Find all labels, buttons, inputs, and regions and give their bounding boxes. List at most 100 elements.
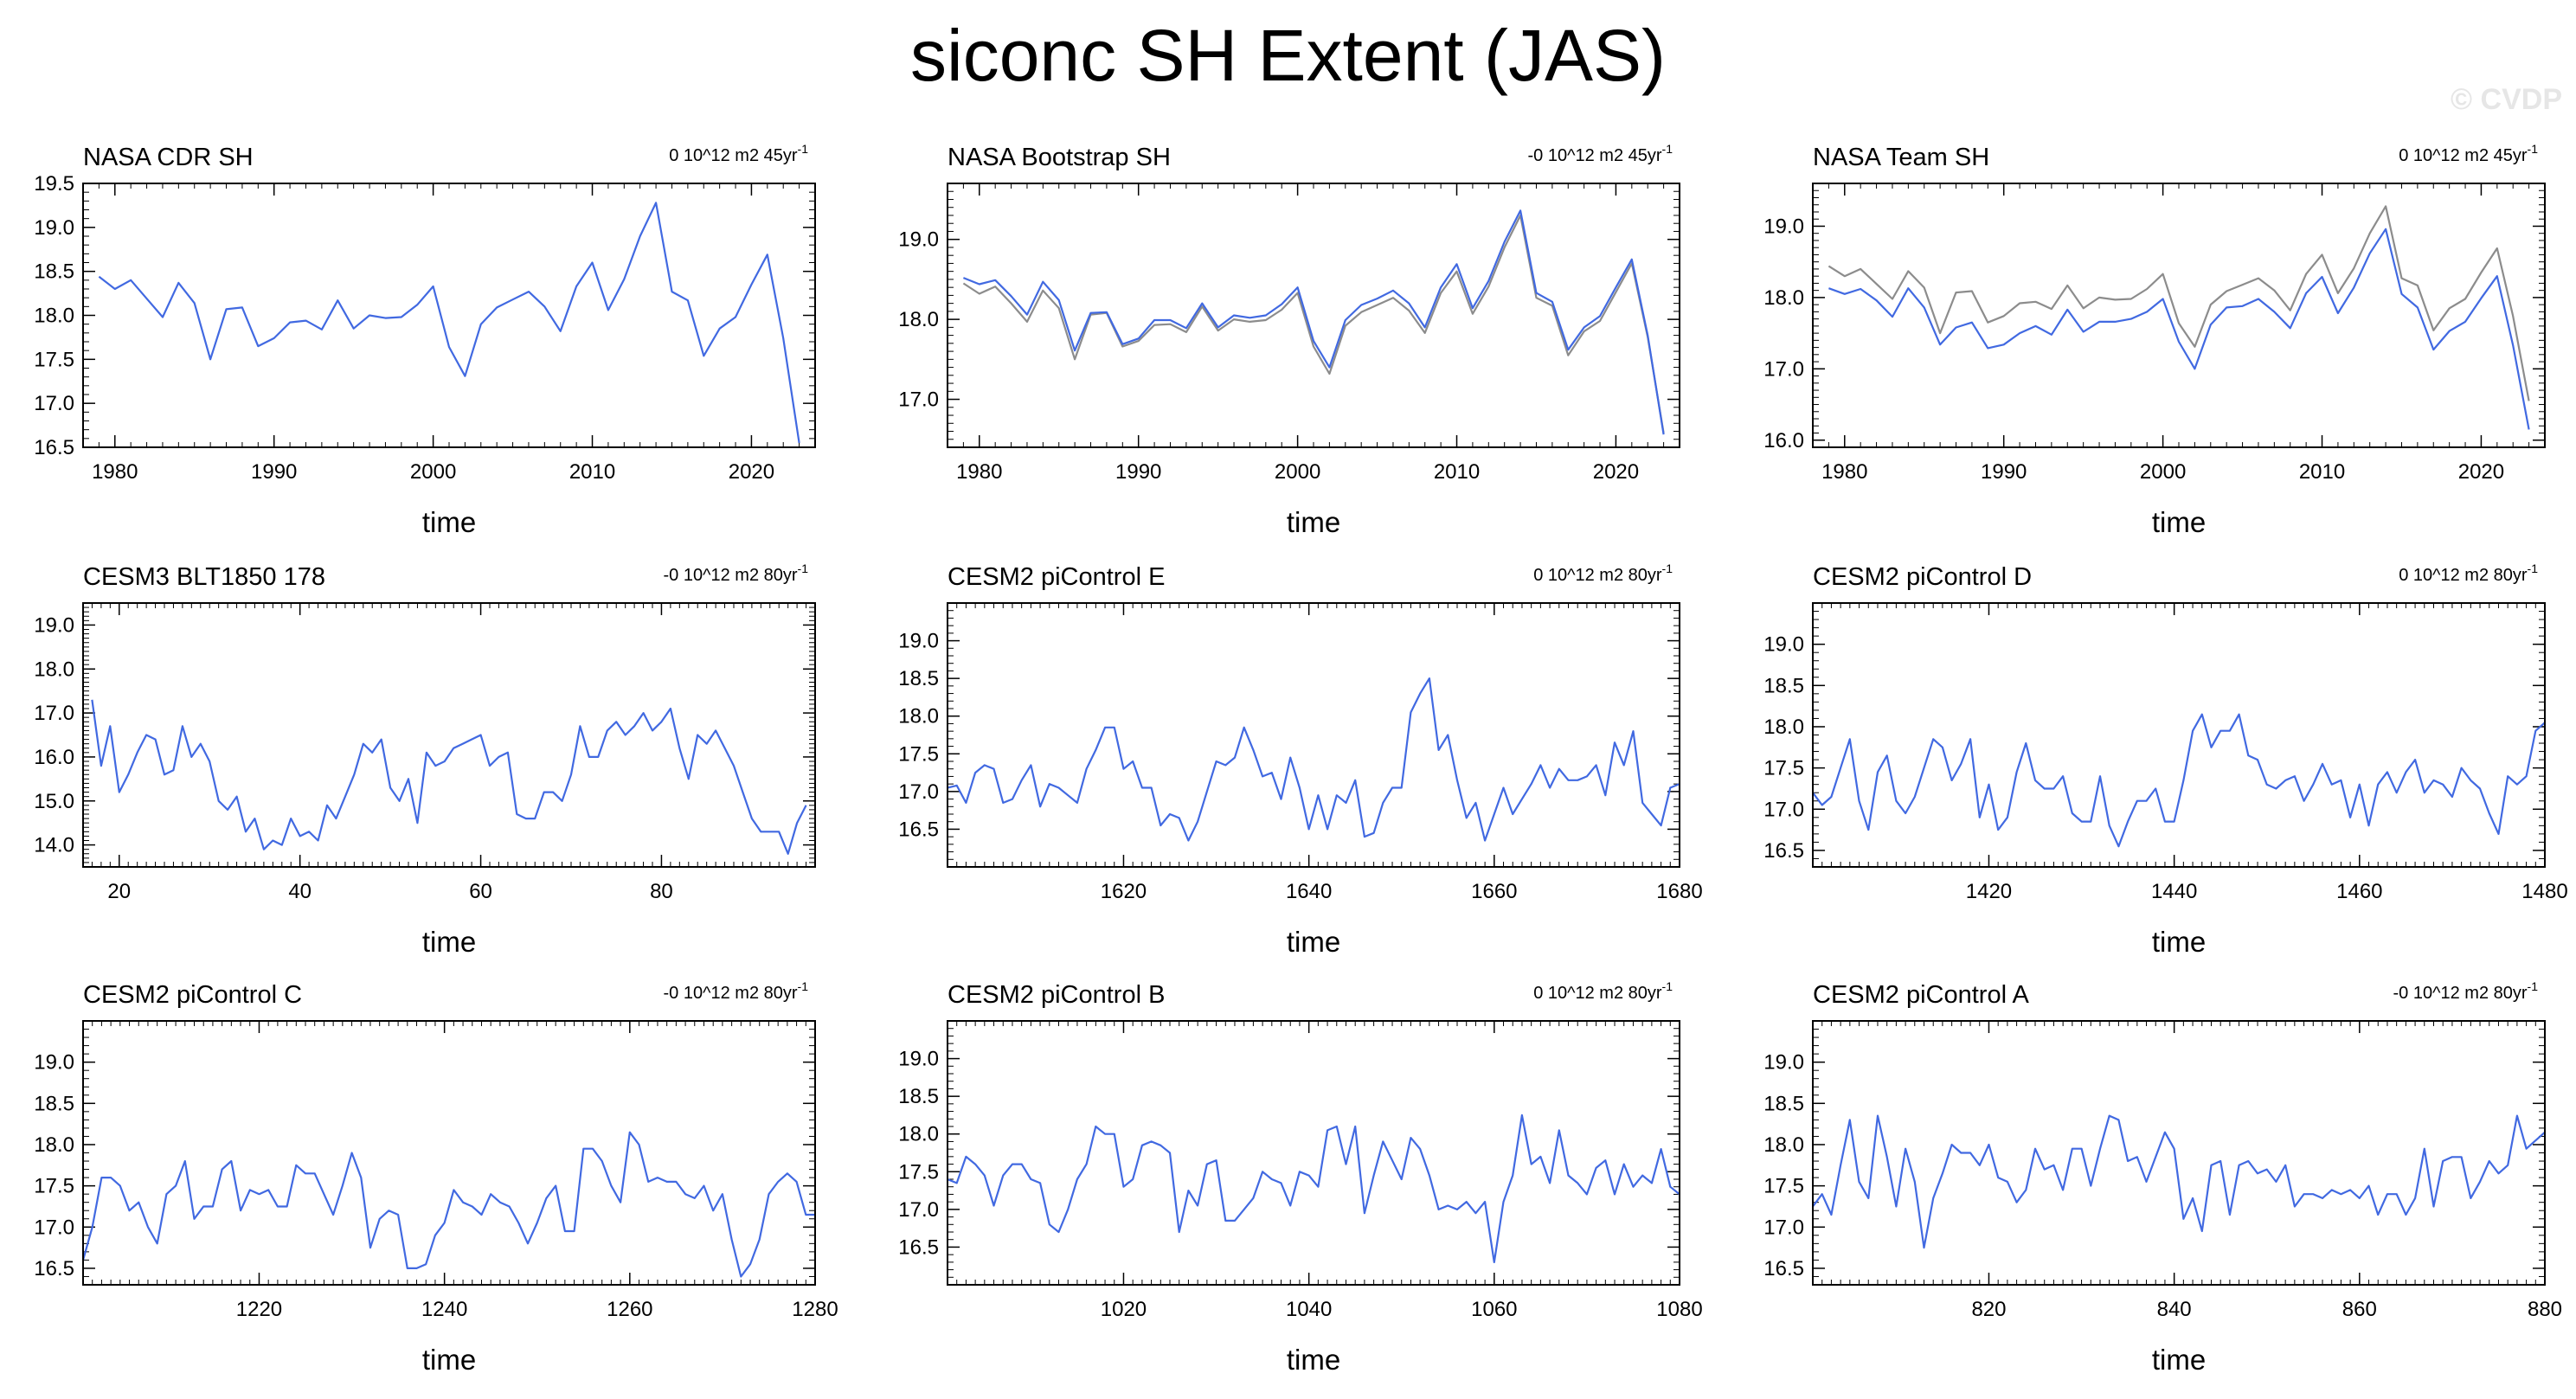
x-tick-label: 2020 [2458, 460, 2504, 484]
plot-frame [947, 1020, 1680, 1286]
x-tick-label: 1460 [2336, 880, 2382, 903]
plot-title: CESM2 piControl D [1813, 563, 2032, 591]
x-axis-label: time [422, 1344, 476, 1376]
y-tick-label: 18.5 [34, 260, 74, 284]
plot-note: 0 10^12 m2 45yr-1 [2399, 142, 2538, 165]
y-tick-label: 17.0 [898, 388, 939, 412]
plot-note: -0 10^12 m2 80yr-1 [664, 562, 809, 585]
y-tick-label: 17.0 [34, 392, 74, 415]
y-tick-label: 18.5 [898, 1085, 939, 1108]
x-tick-label: 1420 [1966, 880, 2012, 903]
series-line [1813, 713, 2545, 848]
y-tick-label: 19.0 [34, 1051, 74, 1075]
plot-title: CESM2 piControl A [1813, 981, 2029, 1009]
x-tick-label: 60 [469, 880, 492, 903]
page-title: siconc SH Extent (JAS) [910, 15, 1666, 96]
y-tick-label: 16.5 [1763, 839, 1804, 863]
plot-title: NASA Team SH [1813, 144, 1989, 171]
series-line [1828, 228, 2530, 430]
plot-panel-1: NASA CDR SH 0 10^12 m2 45yr-1 1980 1990 2000… [34, 142, 816, 538]
plot-frame [947, 602, 1680, 868]
x-tick-label: 1990 [1115, 460, 1161, 484]
plot-panel-7: CESM2 piControl C -0 10^12 m2 80yr-1 1220 1… [34, 979, 838, 1376]
series-line [98, 202, 800, 444]
x-axis-label: time [2152, 1344, 2206, 1376]
y-tick-label: 17.5 [1763, 1175, 1804, 1198]
y-tick-label: 18.0 [34, 1133, 74, 1157]
y-tick-label: 18.0 [34, 658, 74, 681]
x-axis-label: time [2152, 926, 2206, 958]
plot-frame [82, 602, 816, 868]
y-tick-label: 17.0 [1763, 357, 1804, 381]
x-tick-label: 1990 [251, 460, 297, 484]
plot-frame [82, 1020, 816, 1286]
x-tick-label: 2010 [1434, 460, 1480, 484]
y-tick-label: 16.5 [898, 1235, 939, 1259]
x-tick-label: 1040 [1286, 1298, 1332, 1321]
y-tick-label: 18.0 [1763, 286, 1804, 310]
y-tick-label: 16.5 [1763, 1257, 1804, 1280]
plot-title: CESM2 piControl C [83, 981, 302, 1009]
x-tick-label: 1660 [1471, 880, 1517, 903]
y-tick-label: 18.0 [1763, 1133, 1804, 1157]
series-line [948, 677, 1680, 842]
x-tick-label: 40 [288, 880, 312, 903]
x-tick-label: 1020 [1101, 1298, 1147, 1321]
x-tick-label: 2010 [2299, 460, 2345, 484]
x-tick-label: 840 [2157, 1298, 2192, 1321]
y-tick-label: 18.5 [898, 667, 939, 690]
y-tick-label: 19.0 [1763, 1051, 1804, 1075]
x-tick-label: 1220 [236, 1298, 282, 1321]
x-tick-label: 1990 [1981, 460, 2027, 484]
plot-title: NASA CDR SH [83, 144, 254, 171]
plot-frame [1812, 1020, 2546, 1286]
plot-frame [1812, 602, 2546, 868]
x-tick-label: 1640 [1286, 880, 1332, 903]
plot-frame [947, 183, 1680, 448]
plot-panel-8: CESM2 piControl B 0 10^12 m2 80yr-1 1020 10… [898, 979, 1702, 1376]
x-axis-label: time [1287, 926, 1340, 958]
y-tick-label: 16.5 [34, 436, 74, 459]
x-tick-label: 1620 [1101, 880, 1147, 903]
y-tick-label: 19.0 [34, 216, 74, 240]
y-tick-label: 19.0 [1763, 215, 1804, 238]
y-tick-label: 19.0 [898, 1048, 939, 1071]
plot-note: -0 10^12 m2 45yr-1 [1528, 142, 1673, 165]
y-tick-label: 18.0 [898, 1123, 939, 1146]
x-tick-label: 2020 [729, 460, 774, 484]
y-tick-label: 18.5 [34, 1092, 74, 1115]
x-tick-label: 2000 [410, 460, 456, 484]
x-tick-label: 1980 [92, 460, 138, 484]
x-tick-label: 2000 [2140, 460, 2186, 484]
x-tick-label: 1260 [607, 1298, 652, 1321]
y-tick-label: 17.5 [34, 348, 74, 371]
y-tick-label: 19.0 [898, 630, 939, 653]
x-tick-label: 820 [1971, 1298, 2006, 1321]
plot-note: -0 10^12 m2 80yr-1 [664, 979, 809, 1003]
x-tick-label: 1240 [421, 1298, 467, 1321]
y-tick-label: 17.0 [34, 702, 74, 725]
y-tick-label: 19.0 [1763, 633, 1804, 657]
y-tick-label: 15.0 [34, 790, 74, 813]
y-tick-label: 16.5 [898, 818, 939, 841]
x-tick-label: 1060 [1471, 1298, 1517, 1321]
x-axis-label: time [2152, 506, 2206, 538]
x-axis-label: time [422, 506, 476, 538]
obs-series-line [962, 214, 1665, 433]
x-tick-label: 80 [650, 880, 673, 903]
y-tick-label: 17.0 [1763, 1216, 1804, 1239]
y-tick-label: 16.0 [1763, 429, 1804, 452]
y-tick-label: 18.0 [34, 305, 74, 328]
series-line [948, 1113, 1680, 1264]
x-tick-label: 880 [2528, 1298, 2562, 1321]
plot-panel-5: CESM2 piControl E 0 10^12 m2 80yr-1 1620 16… [898, 562, 1702, 958]
y-tick-label: 18.0 [1763, 716, 1804, 739]
y-tick-label: 18.0 [898, 705, 939, 728]
x-tick-label: 2000 [1275, 460, 1320, 484]
plot-title: NASA Bootstrap SH [948, 144, 1171, 171]
obs-series-line [1828, 205, 2530, 401]
plot-note: -0 10^12 m2 80yr-1 [2393, 979, 2539, 1003]
y-tick-label: 17.5 [898, 742, 939, 766]
plot-panel-9: CESM2 piControl A -0 10^12 m2 80yr-1 820 84… [1763, 979, 2562, 1376]
